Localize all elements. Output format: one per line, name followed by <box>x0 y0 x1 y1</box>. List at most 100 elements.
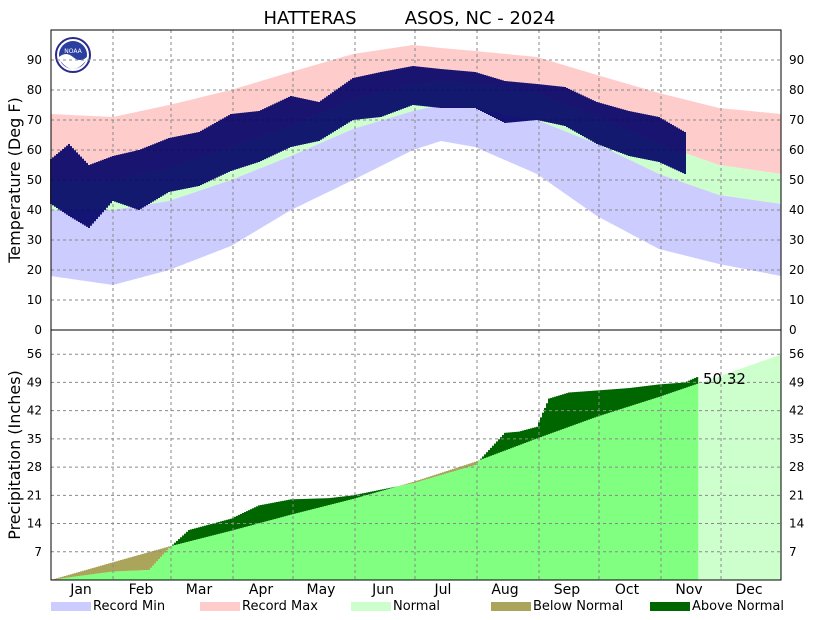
precip-fill-bar <box>484 458 487 580</box>
observed-temperature-bar <box>142 148 144 208</box>
precip-fill-bar <box>364 495 367 580</box>
precipitation-total-label: 50.32 <box>703 370 746 388</box>
observed-temperature-bar <box>596 102 598 144</box>
observed-temperature-bar <box>298 97 300 146</box>
observed-temperature-bar <box>260 110 262 162</box>
observed-temperature-bar <box>380 72 382 117</box>
temperature-tick-left: 40 <box>27 203 42 217</box>
precip-fill-bar <box>296 513 299 580</box>
observed-temperature-bar <box>510 81 512 123</box>
precip-fill-bar <box>96 573 99 580</box>
precip-fill-bar <box>242 527 245 580</box>
precip-fill-bar <box>122 571 125 580</box>
precip-fill-bar <box>166 550 169 580</box>
precip-fill-bar <box>100 573 103 580</box>
precip-fill-bar <box>586 420 589 580</box>
precip-above-normal-bar <box>642 386 645 403</box>
observed-temperature-bar <box>306 99 308 144</box>
observed-temperature-bar <box>622 109 624 154</box>
observed-temperature-bar <box>600 103 602 146</box>
observed-temperature-bar <box>160 141 162 197</box>
temperature-tick-right: 30 <box>789 233 804 247</box>
precip-fill-bar <box>160 556 163 580</box>
precip-fill-bar <box>258 523 261 580</box>
observed-temperature-bar <box>652 115 654 161</box>
precip-fill-bar <box>514 446 517 580</box>
precip-below-normal-bar <box>164 547 167 553</box>
observed-temperature-bar <box>190 133 192 188</box>
observed-temperature-bar <box>208 126 210 182</box>
observed-temperature-bar <box>52 157 54 206</box>
precip-fill-bar <box>552 432 555 580</box>
precip-fill-bar <box>104 572 107 580</box>
precip-below-normal-bar <box>60 577 63 579</box>
observed-temperature-bar <box>496 78 498 119</box>
precip-fill-bar <box>110 571 113 580</box>
precip-fill-bar <box>238 528 241 580</box>
observed-temperature-bar <box>58 152 60 210</box>
observed-temperature-bar <box>284 98 286 150</box>
observed-temperature-bar <box>228 115 230 172</box>
precip-above-normal-bar <box>390 487 393 489</box>
precip-fill-bar <box>454 470 457 580</box>
precip-above-normal-bar <box>256 506 259 524</box>
observed-temperature-bar <box>532 83 534 121</box>
observed-temperature-bar <box>632 111 634 157</box>
precip-below-normal-bar <box>86 569 89 575</box>
precip-below-normal-bar <box>114 561 117 572</box>
precip-above-normal-bar <box>332 497 335 505</box>
temperature-axis-label: Temperature (Deg F) <box>5 97 24 264</box>
precip-fill-bar <box>94 573 97 580</box>
precip-above-normal-bar <box>646 385 649 401</box>
precip-above-normal-bar <box>664 383 667 395</box>
observed-temperature-bar <box>660 118 662 163</box>
observed-temperature-bar <box>580 94 582 135</box>
precip-above-normal-bar <box>186 531 189 542</box>
precip-fill-bar <box>348 499 351 580</box>
observed-temperature-bar <box>272 104 274 156</box>
precip-fill-bar <box>176 544 179 580</box>
observed-temperature-bar <box>78 154 80 222</box>
precip-normal-future <box>697 354 781 580</box>
observed-temperature-bar <box>490 76 492 116</box>
precip-fill-bar <box>544 435 547 580</box>
precip-fill-bar <box>288 515 291 580</box>
precip-below-normal-bar <box>130 557 133 571</box>
observed-temperature-bar <box>116 155 118 203</box>
precip-below-normal-bar <box>76 572 79 577</box>
precip-fill-bar <box>310 509 313 580</box>
precip-fill-bar <box>564 428 567 580</box>
precip-above-normal-bar <box>654 384 657 399</box>
precip-above-normal-bar <box>638 386 641 404</box>
precip-fill-bar <box>338 502 341 580</box>
precip-fill-bar <box>412 483 415 580</box>
precip-above-normal-bar <box>520 431 523 445</box>
precip-above-normal-bar <box>222 520 225 533</box>
observed-temperature-bar <box>404 67 406 108</box>
precip-above-normal-bar <box>606 389 609 414</box>
precip-above-normal-bar <box>572 392 575 426</box>
precip-above-normal-bar <box>482 456 485 459</box>
precip-above-normal-bar <box>252 508 255 525</box>
noaa-logo-wave <box>59 54 87 69</box>
observed-temperature-bar <box>152 144 154 202</box>
precip-fill-bar <box>146 570 149 580</box>
chart-title-station: HATTERAS <box>263 8 356 29</box>
observed-temperature-bar <box>112 156 114 201</box>
precip-above-normal-bar <box>552 397 555 433</box>
precip-above-normal-bar <box>238 514 241 529</box>
observed-temperature-bar <box>308 99 310 144</box>
precip-fill-bar <box>644 401 647 580</box>
observed-temperature-bar <box>324 97 326 138</box>
precip-fill-bar <box>220 533 223 580</box>
observed-temperature-bar <box>374 73 376 118</box>
observed-temperature-bar <box>332 92 334 133</box>
temperature-tick-right: 60 <box>789 143 804 157</box>
observed-temperature-bar <box>444 69 446 108</box>
precip-below-normal-bar <box>152 551 155 566</box>
precip-above-normal-bar <box>690 379 693 386</box>
observed-temperature-bar <box>474 72 476 108</box>
precip-above-normal-bar <box>372 491 375 494</box>
precip-fill-bar <box>632 405 635 580</box>
